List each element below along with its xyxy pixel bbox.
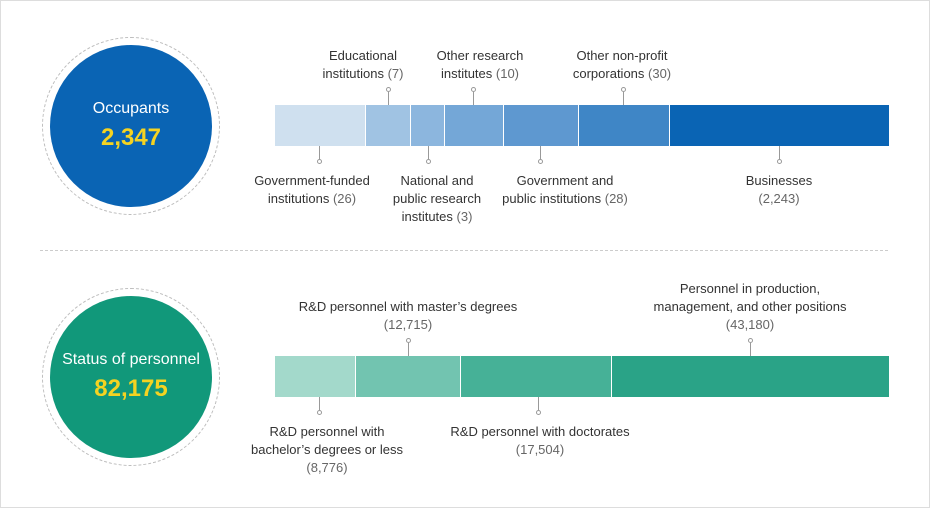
bar-segment-2: [356, 356, 461, 397]
occupants-circle-ring: [42, 37, 220, 215]
segment-count: (26): [332, 191, 357, 206]
personnel-stacked-bar: [275, 356, 889, 397]
segment-label: Personnel in production, management, and …: [653, 281, 847, 332]
bar-segment-4: [612, 356, 889, 397]
segment-count: (3): [456, 209, 473, 224]
bar-segment-3: [461, 356, 612, 397]
segment-count: (8,776): [306, 460, 348, 475]
occupants-title: Occupants: [92, 100, 170, 117]
segment-count: (43,180): [725, 317, 775, 332]
bar-segment-5: [504, 105, 579, 146]
occupants-total: 2,347: [100, 124, 162, 151]
personnel-total: 82,175: [94, 375, 168, 402]
section-divider: [40, 250, 888, 251]
segment-label: Educational institutions (7): [322, 48, 404, 81]
personnel-title: Status of personnel: [62, 351, 200, 368]
segment-label: Government-funded institutions (26): [254, 173, 370, 206]
segment-count: (28): [604, 191, 628, 206]
segment-count: (7): [387, 66, 404, 81]
personnel-circle-ring: [42, 288, 220, 466]
segment-label: Businesses (2,243): [745, 173, 813, 206]
segment-count: (10): [495, 66, 520, 81]
segment-label: Government and public institutions (28): [502, 173, 628, 206]
bar-segment-1: [275, 356, 356, 397]
bar-segment-4: [445, 105, 504, 146]
personnel-circle: Status of personnel 82,175: [50, 296, 212, 458]
bar-segment-6: [579, 105, 670, 146]
segment-label: National and public research institutes (3…: [392, 173, 482, 224]
occupants-stacked-bar: [275, 105, 889, 146]
bar-segment-2: [366, 105, 411, 146]
occupants-circle: Occupants 2,347: [50, 45, 212, 207]
bar-segment-3: [411, 105, 445, 146]
segment-label: R&D personnel with master’s degrees (12,7…: [298, 299, 518, 332]
segment-label: R&D personnel with doctorates (17,504): [450, 424, 630, 457]
segment-label: R&D personnel with bachelor’s degrees or …: [251, 424, 403, 475]
segment-label: Other non-profit corporations (30): [572, 48, 672, 81]
segment-count: (2,243): [758, 191, 800, 206]
segment-label: Other research institutes (10): [436, 48, 524, 81]
segment-count: (30): [648, 66, 672, 81]
bar-segment-1: [275, 105, 366, 146]
segment-count: (17,504): [515, 442, 565, 457]
bar-segment-7: [670, 105, 889, 146]
segment-count: (12,715): [383, 317, 433, 332]
